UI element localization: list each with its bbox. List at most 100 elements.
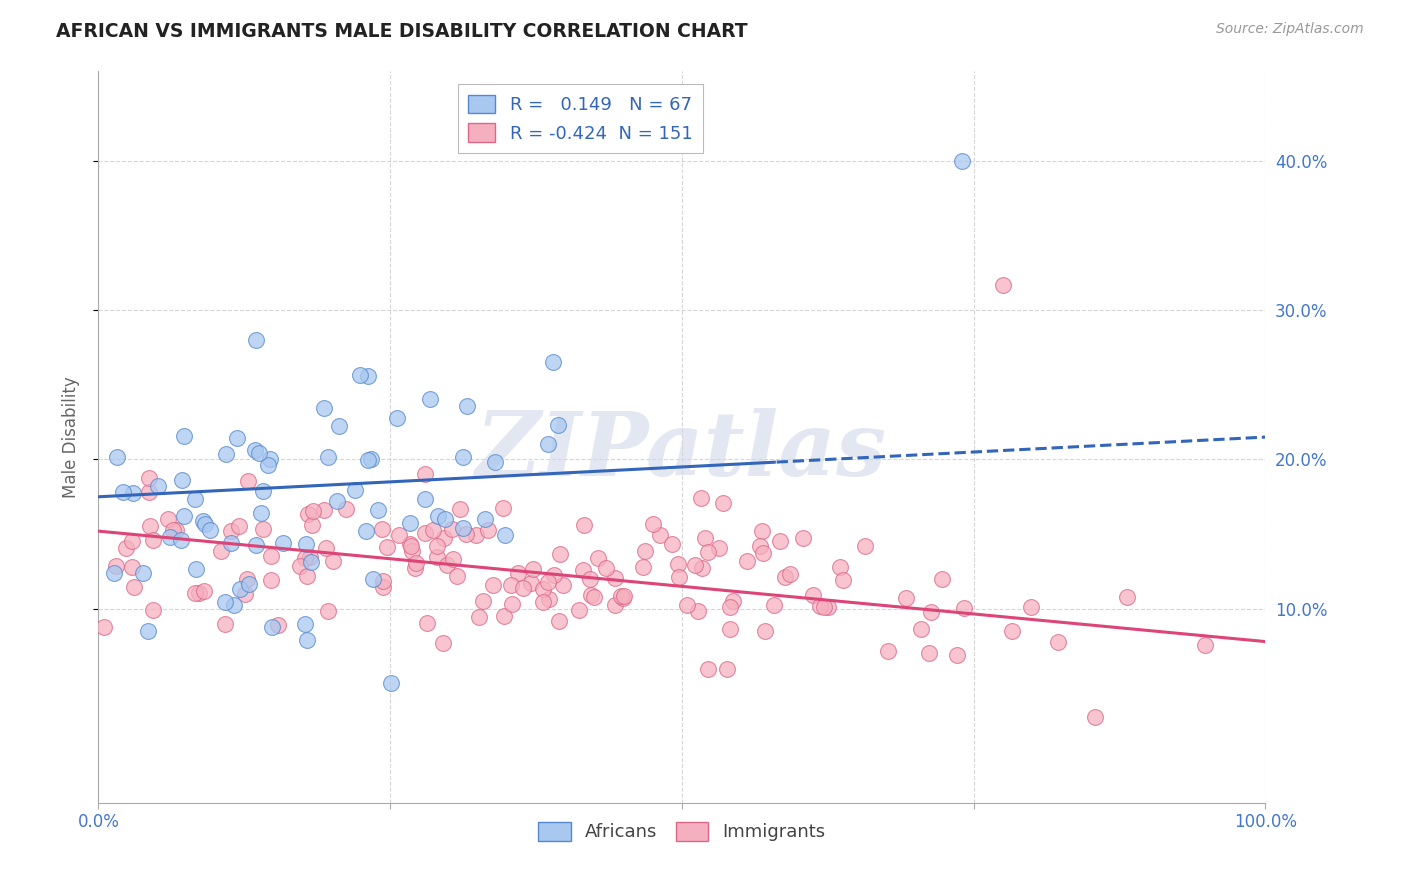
Point <box>451 450 474 464</box>
Point <box>446 568 468 582</box>
Point <box>427 508 450 523</box>
Point <box>157 512 180 526</box>
Point <box>328 419 350 434</box>
Point <box>468 610 491 624</box>
Point <box>138 518 160 533</box>
Point <box>385 411 408 425</box>
Point <box>432 636 454 650</box>
Point <box>666 557 689 571</box>
Point <box>219 536 242 550</box>
Point <box>522 562 544 576</box>
Point <box>245 538 267 552</box>
Point <box>233 587 256 601</box>
Point <box>572 563 595 577</box>
Point <box>661 537 683 551</box>
Point <box>173 429 195 443</box>
Point <box>1084 710 1107 724</box>
Point <box>315 541 337 555</box>
Point <box>399 539 422 553</box>
Point <box>399 516 422 530</box>
Point <box>754 624 776 639</box>
Point <box>121 533 143 548</box>
Point <box>477 523 499 537</box>
Point <box>481 578 503 592</box>
Point <box>262 620 284 634</box>
Point <box>471 594 494 608</box>
Point <box>711 496 734 510</box>
Point <box>288 558 311 573</box>
Point <box>773 570 796 584</box>
Point <box>531 595 554 609</box>
Point <box>595 560 617 574</box>
Point <box>335 501 357 516</box>
Point <box>1115 590 1137 604</box>
Point <box>751 524 773 538</box>
Point <box>257 458 280 472</box>
Y-axis label: Male Disability: Male Disability <box>62 376 80 498</box>
Point <box>235 573 257 587</box>
Point <box>170 533 193 547</box>
Point <box>792 531 814 545</box>
Point <box>543 568 565 582</box>
Point <box>357 452 380 467</box>
Point <box>579 588 602 602</box>
Point <box>165 523 187 537</box>
Point <box>830 559 852 574</box>
Point <box>373 574 395 588</box>
Point <box>162 524 184 538</box>
Point <box>531 582 554 596</box>
Point <box>697 662 720 676</box>
Point <box>808 599 831 614</box>
Point <box>114 541 136 556</box>
Point <box>920 605 942 619</box>
Point <box>610 589 633 603</box>
Point <box>686 604 709 618</box>
Point <box>603 571 626 585</box>
Point <box>401 543 423 558</box>
Point <box>138 485 160 500</box>
Point <box>252 483 274 498</box>
Point <box>194 516 217 531</box>
Point <box>465 528 488 542</box>
Point <box>574 518 596 533</box>
Text: Source: ZipAtlas.com: Source: ZipAtlas.com <box>1216 22 1364 37</box>
Point <box>228 518 250 533</box>
Point <box>422 523 444 537</box>
Point <box>132 566 155 581</box>
Point <box>426 549 449 564</box>
Point <box>779 567 801 582</box>
Point <box>433 511 456 525</box>
Point <box>260 549 283 563</box>
Point <box>243 443 266 458</box>
Point <box>553 578 575 592</box>
Point <box>349 368 371 382</box>
Point <box>314 401 336 416</box>
Point <box>238 577 260 591</box>
Point <box>405 556 427 570</box>
Point <box>441 552 464 566</box>
Point <box>413 467 436 481</box>
Point <box>416 616 439 631</box>
Point <box>501 578 523 592</box>
Point <box>297 569 319 583</box>
Point <box>436 558 458 572</box>
Point <box>187 586 209 600</box>
Point <box>219 524 242 539</box>
Point <box>451 521 474 535</box>
Point <box>297 507 319 521</box>
Point <box>142 603 165 617</box>
Point <box>184 586 207 600</box>
Point <box>474 512 496 526</box>
Point <box>380 676 402 690</box>
Text: ZIPatlas: ZIPatlas <box>477 409 887 495</box>
Point <box>752 545 775 559</box>
Point <box>138 471 160 485</box>
Point <box>295 537 318 551</box>
Point <box>111 484 134 499</box>
Point <box>588 550 610 565</box>
Point <box>613 589 636 603</box>
Point <box>707 541 730 555</box>
Point <box>605 598 627 612</box>
Point <box>723 594 745 608</box>
Point <box>299 555 322 569</box>
